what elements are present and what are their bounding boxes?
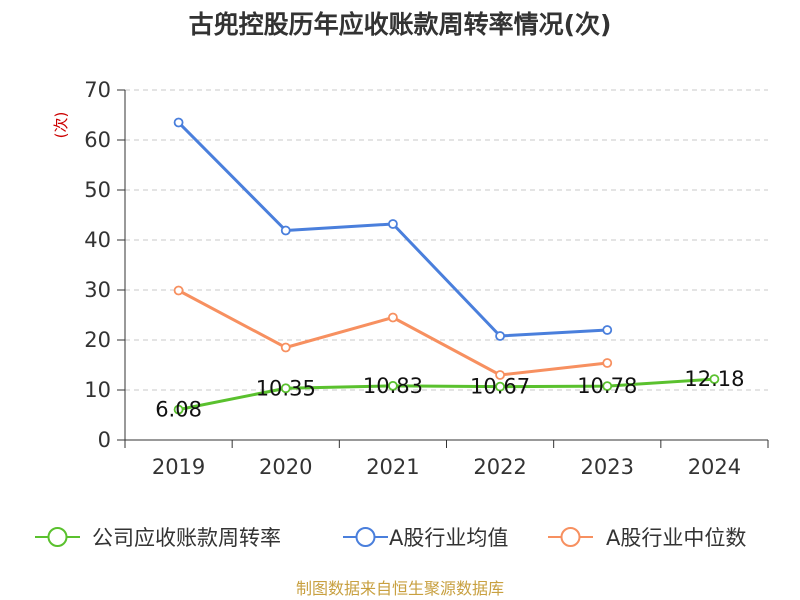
x-tick-label: 2019 — [152, 455, 205, 479]
data-point — [280, 342, 291, 353]
data-point — [602, 381, 613, 392]
series-line-1 — [177, 121, 608, 338]
legend-label-0: 公司应收账款周转率 — [92, 526, 281, 550]
axes: 0 10 20 30 40 50 60 70 2019 2020 2021 2022 2023 2024 — [84, 78, 769, 479]
legend-label-2: A股行业中位数 — [606, 526, 746, 550]
data-point — [495, 381, 505, 392]
y-tick-label: 10 — [84, 378, 111, 402]
data-point — [388, 219, 398, 229]
data-point — [709, 374, 720, 385]
x-tick-label: 2020 — [259, 455, 312, 479]
data-label: 10.35 — [256, 376, 316, 400]
data-point — [280, 225, 291, 236]
grid-lines — [125, 89, 768, 391]
data-point — [280, 383, 291, 394]
data-point — [388, 380, 398, 391]
legend-marker-0 — [47, 527, 68, 547]
data-label: 10.67 — [470, 375, 530, 399]
data-label: 12.18 — [684, 367, 744, 391]
x-tick-label: 2021 — [366, 455, 419, 479]
legend-marker-1 — [355, 527, 376, 547]
y-tick-label: 50 — [84, 178, 111, 202]
x-tick-label: 2022 — [473, 455, 526, 479]
y-tick-label: 0 — [98, 428, 111, 452]
data-point — [495, 370, 505, 380]
y-axis-unit: (次) — [52, 112, 70, 139]
data-point — [602, 358, 613, 368]
legend: 公司应收账款周转率 A股行业均值 A股行业中位数 — [35, 526, 746, 550]
data-labels: 6.08 10.35 10.83 10.67 10.78 12.18 — [155, 367, 744, 422]
data-label: 10.78 — [577, 374, 637, 398]
data-label: 6.08 — [155, 398, 202, 422]
series-line-0 — [178, 377, 715, 412]
series-group — [173, 117, 720, 415]
y-tick-label: 70 — [84, 78, 111, 102]
data-point — [173, 404, 184, 415]
data-point — [388, 312, 398, 323]
source-note: 制图数据来自恒生聚源数据库 — [296, 579, 504, 598]
x-tick-label: 2023 — [581, 455, 634, 479]
data-point — [173, 117, 184, 128]
data-point — [602, 325, 613, 335]
legend-marker-2 — [560, 527, 581, 547]
y-tick-label: 40 — [84, 228, 111, 252]
y-tick-label: 60 — [84, 128, 111, 152]
data-label: 10.83 — [363, 374, 423, 398]
data-point — [495, 331, 505, 341]
y-tick-label: 20 — [84, 328, 111, 352]
x-tick-label: 2024 — [688, 455, 741, 479]
data-point — [173, 285, 184, 296]
chart-title: 古兜控股历年应收账款周转率情况(次) — [189, 10, 612, 39]
y-tick-label: 30 — [84, 278, 111, 302]
legend-label-1: A股行业均值 — [389, 526, 508, 550]
